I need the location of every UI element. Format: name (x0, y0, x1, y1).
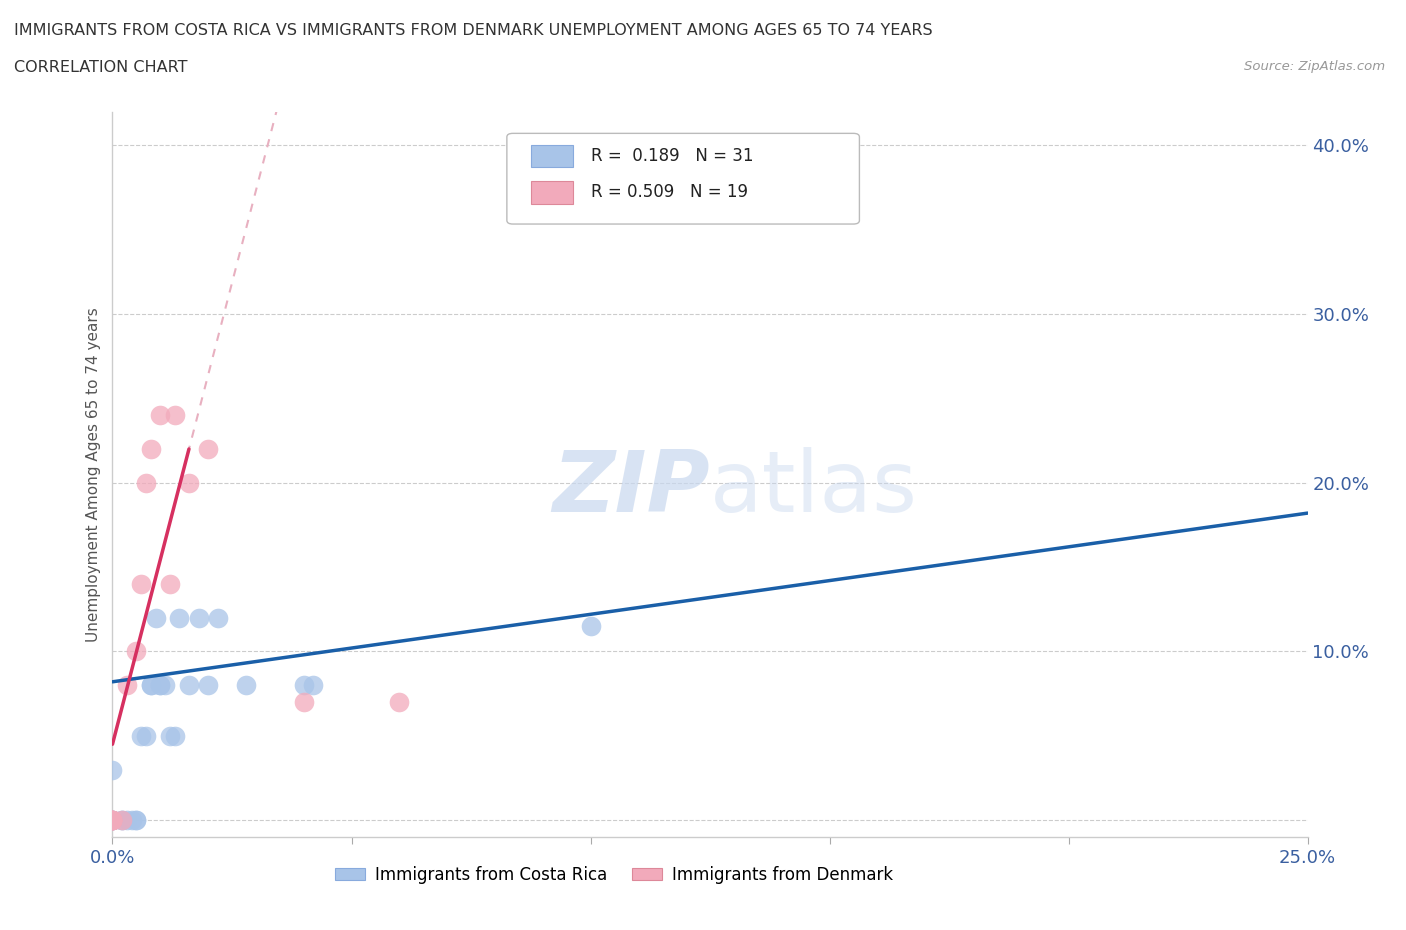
Point (101, 813, 124, 828)
Text: R = 0.509   N = 19: R = 0.509 N = 19 (591, 183, 748, 201)
Point (101, 813, 124, 828)
Text: atlas: atlas (710, 447, 918, 530)
Point (101, 813, 124, 828)
Text: CORRELATION CHART: CORRELATION CHART (14, 60, 187, 75)
Point (388, 695, 411, 710)
Point (163, 728, 186, 743)
Point (207, 610, 229, 625)
Y-axis label: Unemployment Among Ages 65 to 74 years: Unemployment Among Ages 65 to 74 years (86, 307, 101, 642)
Point (235, 678, 257, 693)
Point (125, 644, 148, 658)
Point (115, 813, 138, 828)
Point (111, 813, 134, 828)
Point (149, 678, 172, 693)
Point (139, 678, 162, 693)
Point (292, 678, 315, 693)
Point (145, 610, 167, 625)
Point (125, 813, 148, 828)
Point (177, 678, 200, 693)
Point (101, 813, 124, 828)
Point (101, 762, 124, 777)
FancyBboxPatch shape (531, 180, 572, 204)
Legend: Immigrants from Costa Rica, Immigrants from Denmark: Immigrants from Costa Rica, Immigrants f… (329, 859, 900, 890)
Point (149, 678, 172, 693)
Point (135, 475, 157, 490)
Point (121, 813, 143, 828)
Point (101, 813, 124, 828)
Point (139, 442, 162, 457)
Point (101, 813, 124, 828)
Point (125, 813, 148, 828)
Point (627, 189, 650, 204)
Point (187, 610, 209, 625)
Point (159, 577, 181, 591)
Text: ZIP: ZIP (553, 447, 710, 530)
Point (153, 678, 176, 693)
Point (169, 610, 191, 625)
Text: R =  0.189   N = 31: R = 0.189 N = 31 (591, 147, 754, 165)
Text: Source: ZipAtlas.com: Source: ZipAtlas.com (1244, 60, 1385, 73)
Point (129, 577, 152, 591)
Point (139, 678, 162, 693)
Point (159, 728, 181, 743)
Point (111, 813, 134, 828)
Point (292, 695, 315, 710)
Point (115, 678, 138, 693)
Point (101, 813, 124, 828)
Point (177, 475, 200, 490)
Point (135, 728, 157, 743)
Point (579, 618, 602, 633)
Text: IMMIGRANTS FROM COSTA RICA VS IMMIGRANTS FROM DENMARK UNEMPLOYMENT AMONG AGES 65: IMMIGRANTS FROM COSTA RICA VS IMMIGRANTS… (14, 23, 932, 38)
Point (163, 408, 186, 423)
Point (197, 442, 219, 457)
Point (129, 728, 152, 743)
FancyBboxPatch shape (508, 133, 859, 224)
Point (101, 813, 124, 828)
Point (101, 813, 124, 828)
Point (149, 408, 172, 423)
Point (111, 813, 134, 828)
Point (197, 678, 219, 693)
Point (101, 813, 124, 828)
Point (302, 678, 325, 693)
FancyBboxPatch shape (531, 144, 572, 167)
